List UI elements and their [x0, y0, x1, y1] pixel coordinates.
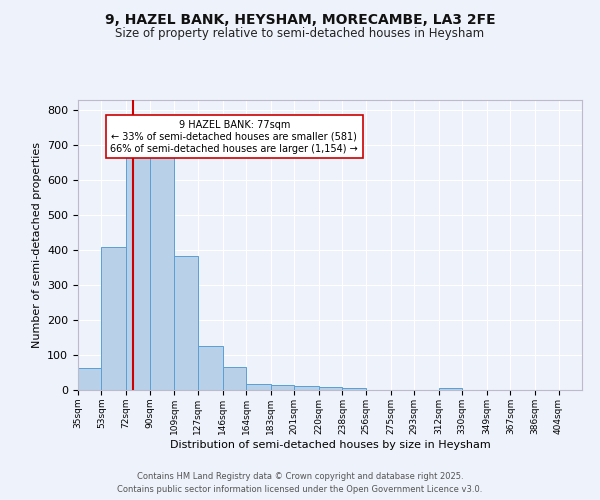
- Bar: [319, 387, 343, 390]
- Text: Contains HM Land Registry data © Crown copyright and database right 2025.
Contai: Contains HM Land Registry data © Crown c…: [118, 472, 482, 494]
- Bar: [343, 388, 366, 390]
- Y-axis label: Number of semi-detached properties: Number of semi-detached properties: [32, 142, 41, 348]
- Text: 9, HAZEL BANK, HEYSHAM, MORECAMBE, LA3 2FE: 9, HAZEL BANK, HEYSHAM, MORECAMBE, LA3 2…: [104, 12, 496, 26]
- Bar: [271, 385, 294, 390]
- X-axis label: Distribution of semi-detached houses by size in Heysham: Distribution of semi-detached houses by …: [170, 440, 490, 450]
- Bar: [126, 156, 149, 390]
- Bar: [175, 256, 198, 390]
- Bar: [198, 346, 223, 390]
- Bar: [78, 368, 101, 390]
- Bar: [149, 156, 175, 390]
- Bar: [246, 384, 271, 390]
- Bar: [294, 386, 319, 390]
- Bar: [223, 368, 246, 390]
- Bar: [101, 248, 126, 390]
- Text: 9 HAZEL BANK: 77sqm
← 33% of semi-detached houses are smaller (581)
66% of semi-: 9 HAZEL BANK: 77sqm ← 33% of semi-detach…: [110, 120, 358, 154]
- Text: Size of property relative to semi-detached houses in Heysham: Size of property relative to semi-detach…: [115, 28, 485, 40]
- Bar: [439, 388, 462, 390]
